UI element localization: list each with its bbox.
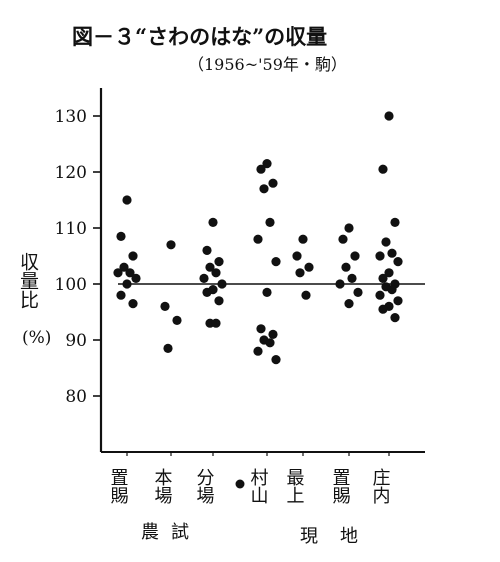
y-axis-unit: (%) <box>22 328 51 348</box>
data-point <box>116 290 126 300</box>
data-point <box>268 329 278 339</box>
data-point <box>353 287 363 297</box>
axes <box>99 88 425 453</box>
data-point <box>166 240 176 250</box>
data-point <box>344 299 354 309</box>
y-tick-label: 100 <box>55 275 87 295</box>
y-tick-label: 120 <box>55 163 87 183</box>
data-point <box>160 301 170 311</box>
data-point <box>211 318 221 328</box>
category-label: 置賜 <box>330 468 351 505</box>
data-point <box>256 324 266 334</box>
data-point <box>253 234 263 244</box>
category-label: 村山 <box>248 468 269 504</box>
data-point <box>214 257 224 267</box>
data-point <box>375 290 385 300</box>
data-point <box>393 257 403 267</box>
data-point <box>378 164 388 174</box>
chart-title: 図－３“さわのはな”の収量 <box>72 24 327 49</box>
data-point <box>217 279 227 289</box>
data-point <box>271 257 281 267</box>
category-label: 置賜 <box>108 468 129 505</box>
data-point <box>202 245 212 255</box>
group-label-nousi: 農試 <box>141 522 201 543</box>
data-point <box>378 304 388 314</box>
data-point <box>125 268 135 278</box>
data-point <box>378 273 388 283</box>
category-label: 本場 <box>152 468 173 505</box>
data-point <box>344 223 354 233</box>
data-point <box>268 178 278 188</box>
data-point <box>387 248 397 258</box>
data-point <box>128 251 138 261</box>
y-axis-label: 収量比 <box>17 252 39 309</box>
data-point <box>131 273 141 283</box>
y-tick-label: 80 <box>65 387 87 407</box>
data-point <box>208 217 218 227</box>
data-point <box>390 313 400 323</box>
data-point <box>214 296 224 306</box>
chart-subtitle: （1956~'59年・駒） <box>188 55 347 74</box>
data-point <box>393 296 403 306</box>
data-point <box>384 111 394 121</box>
legend-dot-marker <box>235 479 245 489</box>
data-point <box>292 251 302 261</box>
data-point <box>301 290 311 300</box>
data-point <box>205 262 215 272</box>
data-point <box>163 343 173 353</box>
y-tick-label: 130 <box>55 107 87 127</box>
data-point <box>259 184 269 194</box>
data-point <box>335 279 345 289</box>
data-point <box>341 262 351 272</box>
data-point <box>347 273 357 283</box>
data-point <box>295 268 305 278</box>
data-point <box>253 346 263 356</box>
data-point <box>113 268 123 278</box>
data-point <box>199 273 209 283</box>
category-label: 最上 <box>284 468 305 504</box>
category-labels: 置賜 本場 分場 村山 最上 置賜 庄内 <box>108 468 391 505</box>
y-tick-label: 110 <box>55 219 87 239</box>
data-point <box>304 262 314 272</box>
data-point <box>375 251 385 261</box>
data-point <box>262 287 272 297</box>
data-point <box>211 268 221 278</box>
y-ticks: 80 90 100 110 120 130 <box>55 107 101 407</box>
data-point <box>265 217 275 227</box>
data-point <box>122 195 132 205</box>
data-points <box>113 111 403 456</box>
data-point <box>122 279 132 289</box>
category-label: 庄内 <box>370 468 391 505</box>
data-point <box>298 234 308 244</box>
data-point <box>338 234 348 244</box>
data-point <box>271 355 281 365</box>
data-point <box>350 251 360 261</box>
data-point <box>381 237 391 247</box>
data-point <box>119 262 129 272</box>
data-point <box>172 315 182 325</box>
data-point <box>384 268 394 278</box>
data-point <box>390 217 400 227</box>
data-point <box>387 285 397 295</box>
category-label: 分場 <box>194 468 215 505</box>
data-point <box>202 287 212 297</box>
data-point <box>256 164 266 174</box>
data-point <box>128 299 138 309</box>
group-label-genchi: 現地 <box>300 526 380 547</box>
data-point <box>116 231 126 241</box>
data-point <box>262 159 272 169</box>
data-point <box>265 338 275 348</box>
y-tick-label: 90 <box>65 331 87 351</box>
